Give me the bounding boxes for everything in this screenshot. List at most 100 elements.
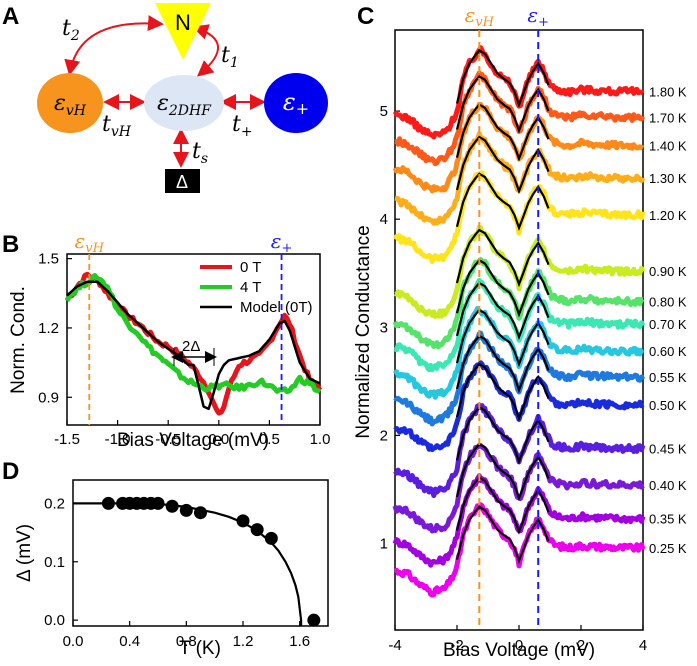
gap-data-point: [236, 514, 250, 528]
energy-marker-label: ε+: [527, 3, 549, 30]
temperature-label: 0.55 K: [649, 370, 687, 385]
e2dhf-node-label: ε2DHF: [157, 91, 212, 119]
temperature-label: 0.90 K: [649, 264, 687, 279]
t1-arrow: [192, 24, 219, 77]
temperature-label: 0.35 K: [649, 512, 687, 527]
x-tick-label: -4: [388, 637, 401, 654]
panel-a: A N εvH ε2DHF ε+ Δ t2 t1 tvH t+ ts: [2, 3, 328, 193]
conductance-trace: [392, 257, 644, 350]
model-fit-line: [455, 442, 550, 502]
x-tick-label: -0.5: [155, 431, 181, 448]
t2-arrow: [64, 15, 164, 76]
tplus-label: t+: [232, 112, 253, 140]
panel-c-ylabel: Normalized Conductance: [353, 225, 374, 438]
conductance-trace: [392, 170, 646, 264]
x-tick-label: 0.5: [259, 431, 280, 448]
normal-lead-node: [155, 3, 211, 60]
temperature-label: 0.70 K: [649, 317, 687, 332]
panel-c-series: [392, 45, 646, 598]
t2-label: t2: [62, 16, 80, 44]
energy-marker-label: εvH: [75, 229, 105, 256]
temperature-label: 0.80 K: [649, 294, 687, 309]
evh-node-label: εvH: [54, 91, 87, 119]
gap-node-label: Δ: [176, 172, 188, 192]
e2dhf-node: [144, 75, 224, 131]
conductance-trace: [393, 502, 646, 598]
panel-b-legend: 0 T 4 T Model (0T): [200, 259, 313, 316]
gap-data-point: [179, 503, 193, 517]
x-tick-label: 0: [515, 637, 523, 654]
panel-b-xlabel: Bias Voltage (mV): [117, 430, 269, 451]
temperature-label: 0.40 K: [649, 478, 687, 493]
panel-d-ylabel: Δ (mV): [14, 524, 35, 582]
panel-d-letter: D: [2, 458, 19, 485]
panel-b-ylabel: Norm. Cond.: [8, 286, 29, 394]
y-tick-label: 5: [380, 103, 388, 120]
panel-c-ticks: -4 -2 0 2 4 1 2 3 4 5: [380, 103, 648, 654]
legend-label-0t: 0 T: [240, 259, 261, 276]
x-tick-label: 0.8: [176, 633, 197, 650]
panel-b-markers: εvH ε+: [75, 229, 293, 425]
gap-data-point: [101, 496, 115, 510]
model-fit-line: [455, 135, 550, 195]
panel-c-markers: εvH ε+: [465, 3, 549, 630]
x-tick-label: 0.0: [208, 431, 229, 448]
legend-label-4t: 4 T: [240, 279, 261, 296]
gap-data-point: [194, 506, 207, 520]
t1-label: t1: [221, 43, 239, 71]
model-fit-line: [455, 362, 550, 422]
energy-marker-label: εvH: [465, 3, 495, 30]
panel-d-xlabel: T (K): [179, 638, 221, 659]
y-tick-label: 0.0: [44, 612, 65, 629]
x-tick-label: 4: [639, 637, 647, 654]
model-fit-line: [455, 228, 550, 288]
eplus-node-label: ε+: [283, 88, 309, 118]
model-fit-line: [455, 172, 550, 231]
x-tick-label: 1.0: [310, 431, 331, 448]
panel-d-ticks: 0.0 0.4 0.8 1.2 1.6 0.0 0.1 0.2: [44, 495, 310, 650]
model-fit-line: [455, 75, 550, 134]
x-tick-label: 1.6: [289, 633, 310, 650]
energy-marker-label: ε+: [271, 229, 293, 256]
gap-data-point: [165, 499, 179, 513]
legend-label-model: Model (0T): [240, 299, 313, 316]
gap-annotation: 2Δ: [182, 338, 200, 355]
x-tick-label: 0.0: [63, 633, 84, 650]
gap-node: [165, 169, 200, 193]
gap-data-point: [151, 496, 165, 510]
temperature-label: 0.25 K: [649, 541, 687, 556]
model-fit-line: [455, 308, 550, 368]
y-tick-label: 1.2: [38, 320, 59, 337]
ts-label: ts: [192, 139, 208, 167]
y-tick-label: 0.2: [44, 495, 65, 512]
panel-c-xlabel: Bias Voltage (mV): [443, 640, 595, 661]
panel-b-letter: B: [2, 231, 19, 258]
y-tick-label: 3: [380, 319, 388, 336]
panel-c-temperature-labels: 0.25 K 0.35 K 0.40 K 0.45 K 0.50 K 0.55 K 0.60…: [649, 85, 687, 556]
panel-b-ticks: -1.5 -1.0 -0.5 0.0 0.5 1.0 0.9 1.2 1.5: [38, 251, 330, 448]
x-tick-label: -2: [450, 637, 463, 654]
series-line: [66, 280, 321, 411]
temperature-label: 0.60 K: [649, 344, 687, 359]
temperature-label: 1.70 K: [649, 111, 687, 126]
normal-lead-label: N: [175, 10, 191, 35]
temperature-label: 1.80 K: [649, 85, 687, 100]
temperature-label: 1.40 K: [649, 139, 687, 154]
panel-c-letter: C: [357, 3, 374, 30]
y-tick-label: 4: [380, 211, 388, 228]
evh-node: [37, 73, 103, 133]
model-fit-line: [455, 334, 550, 394]
panel-b: B -1.5 -1.0 -0.5 0.0 0.5 1.0 0.9 1.2 1.5 εvH ε+ 0…: [2, 229, 330, 451]
model-fit-line: [455, 476, 550, 535]
x-tick-label: -1.5: [54, 431, 80, 448]
x-tick-label: -1.0: [105, 431, 131, 448]
model-fit-line: [455, 49, 550, 108]
y-tick-label: 1: [380, 536, 388, 553]
x-tick-label: 2: [577, 637, 585, 654]
gap-data-point: [264, 531, 278, 545]
gap-data-point: [250, 523, 264, 537]
panel-d: D 0.0 0.4 0.8 1.2 1.6 0.0 0.1 0.2 T (K) Δ (mV): [2, 458, 329, 659]
y-tick-label: 0.9: [38, 389, 59, 406]
